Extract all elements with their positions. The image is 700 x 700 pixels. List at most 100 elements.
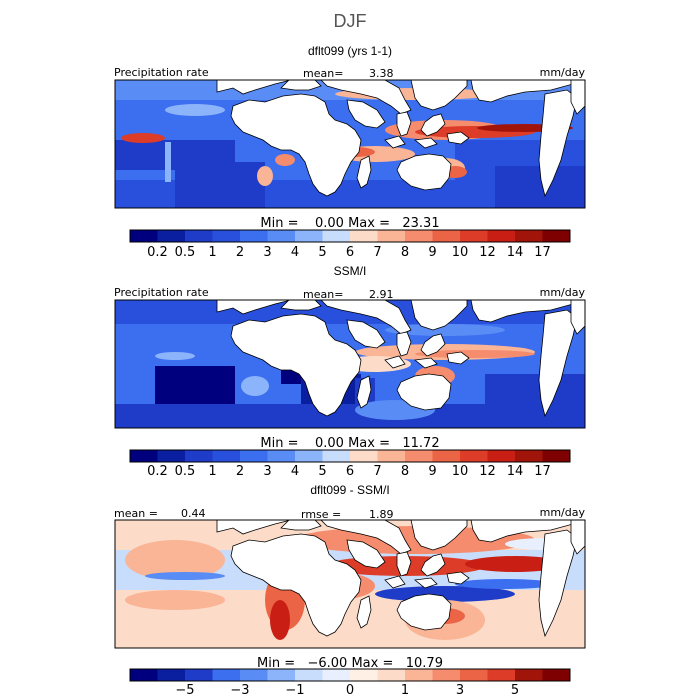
colorbar-tick-label: −3 (230, 683, 249, 698)
colorbar-swatch (515, 669, 543, 681)
colorbar-swatch (487, 230, 516, 242)
colorbar-swatch (432, 450, 461, 462)
colorbar-tick-label: 7 (373, 245, 381, 260)
panel-3: dflt099 - SSM/I mean = 0.44 rmse = 1.89 … (114, 483, 586, 698)
colorbar-tick-label: 7 (373, 464, 381, 479)
colorbar-swatch (267, 669, 296, 681)
colorbar-tick-label: 0 (346, 683, 354, 698)
colorbar-swatch (185, 230, 213, 242)
panel-title: SSM/I (334, 264, 367, 278)
colorbar-tick-label: 12 (479, 464, 496, 479)
colorbar-tick-label: 5 (511, 683, 519, 698)
colorbar-swatch (240, 450, 268, 462)
colorbar-swatch (267, 230, 296, 242)
colorbar-tick-label: −5 (175, 683, 194, 698)
colorbar-swatch (212, 230, 241, 242)
colorbar-swatch (350, 450, 378, 462)
colorbar-tick-label: 8 (401, 245, 409, 260)
precip-map (115, 80, 585, 208)
colorbar-tick-label: 8 (401, 464, 409, 479)
colorbar-swatch (295, 230, 323, 242)
colorbar-swatch (377, 450, 406, 462)
colorbar-tick-label: 17 (534, 245, 551, 260)
colorbar-tick-label: 10 (452, 464, 469, 479)
variable-label: Precipitation rate (114, 286, 209, 299)
colorbar-tick-label: 1 (208, 464, 216, 479)
colorbar-swatch (240, 230, 268, 242)
colorbar-swatch (542, 230, 571, 242)
colorbar-swatch (487, 450, 516, 462)
colorbar-swatch (460, 450, 488, 462)
colorbar-tick-label: 0.2 (147, 464, 168, 479)
colorbar-swatch (130, 230, 158, 242)
colorbar-swatch (157, 450, 186, 462)
colorbar-swatch (350, 230, 378, 242)
colorbar-tick-label: 9 (428, 464, 436, 479)
colorbar-swatch (212, 669, 241, 681)
colorbar-swatch (405, 450, 433, 462)
colorbar: −5 −3 −1 0 1 3 5 (129, 668, 571, 698)
colorbar-tick-label: 4 (291, 464, 299, 479)
colorbar-swatch (377, 669, 406, 681)
colorbar-tick-label: 5 (318, 245, 326, 260)
colorbar-swatch (377, 230, 406, 242)
units-label: mm/day (540, 286, 586, 299)
colorbar-swatch (405, 669, 433, 681)
colorbar-swatch (322, 669, 351, 681)
min-max-label: Min = −6.00 Max = 10.79 (257, 656, 443, 671)
rmse-value: 1.89 (369, 508, 394, 521)
colorbar-swatch (130, 450, 158, 462)
colorbar-tick-label: 5 (318, 464, 326, 479)
colorbar-swatch (295, 669, 323, 681)
colorbar-swatch (460, 230, 488, 242)
panel-title: dflt099 (yrs 1-1) (308, 44, 392, 58)
colorbar-tick-label: 1 (401, 683, 409, 698)
min-max-label: Min = 0.00 Max = 11.72 (260, 436, 439, 451)
colorbar-tick-label: 17 (534, 464, 551, 479)
colorbar-swatch (515, 230, 543, 242)
colorbar-swatch (130, 669, 158, 681)
colorbar-frame (129, 668, 571, 682)
mean-value: 3.38 (369, 67, 394, 80)
colorbar-swatch (350, 669, 378, 681)
mean-value: 2.91 (369, 288, 394, 301)
colorbar-swatch (240, 669, 268, 681)
colorbar-swatch (267, 450, 296, 462)
panel-2: SSM/I Precipitation rate mean= 2.91 mm/d… (114, 264, 586, 479)
colorbar-swatch (432, 230, 461, 242)
panel-1: dflt099 (yrs 1-1) Precipitation rate mea… (114, 44, 586, 260)
colorbar-swatch (460, 669, 488, 681)
colorbar-tick-label: 14 (507, 464, 524, 479)
colorbar-swatch (185, 450, 213, 462)
colorbar-tick-label: 3 (263, 245, 271, 260)
colorbar-swatch (542, 669, 571, 681)
colorbar-tick-label: 6 (346, 464, 354, 479)
colorbar-tick-label: 6 (346, 245, 354, 260)
colorbar-swatch (487, 669, 516, 681)
colorbar: 0.2 0.5 1 2 3 4 5 6 7 8 9 10 12 14 17 (129, 229, 571, 260)
difference-map (115, 520, 585, 648)
colorbar-tick-label: 3 (456, 683, 464, 698)
mean-label: mean= (303, 67, 343, 80)
colorbar-tick-label: 12 (479, 245, 496, 260)
colorbar-tick-label: 1 (208, 245, 216, 260)
colorbar-tick-label: 0.2 (147, 245, 168, 260)
mean-label: mean = (114, 507, 158, 520)
colorbar-tick-label: 14 (507, 245, 524, 260)
colorbar-swatch (157, 230, 186, 242)
units-label: mm/day (540, 506, 586, 519)
page-title: DJF (334, 11, 367, 31)
colorbar-swatch (322, 230, 351, 242)
mean-label: mean= (303, 288, 343, 301)
colorbar-tick-label: 0.5 (175, 464, 196, 479)
precip-map (115, 300, 585, 428)
colorbar-tick-label: 4 (291, 245, 299, 260)
variable-label: Precipitation rate (114, 66, 209, 79)
colorbar-swatch (515, 450, 543, 462)
colorbar-tick-label: 10 (452, 245, 469, 260)
rmse-label: rmse = (301, 508, 341, 521)
colorbar-swatch (432, 669, 461, 681)
colorbar-swatch (157, 669, 186, 681)
colorbar-tick-label: 0.5 (175, 245, 196, 260)
